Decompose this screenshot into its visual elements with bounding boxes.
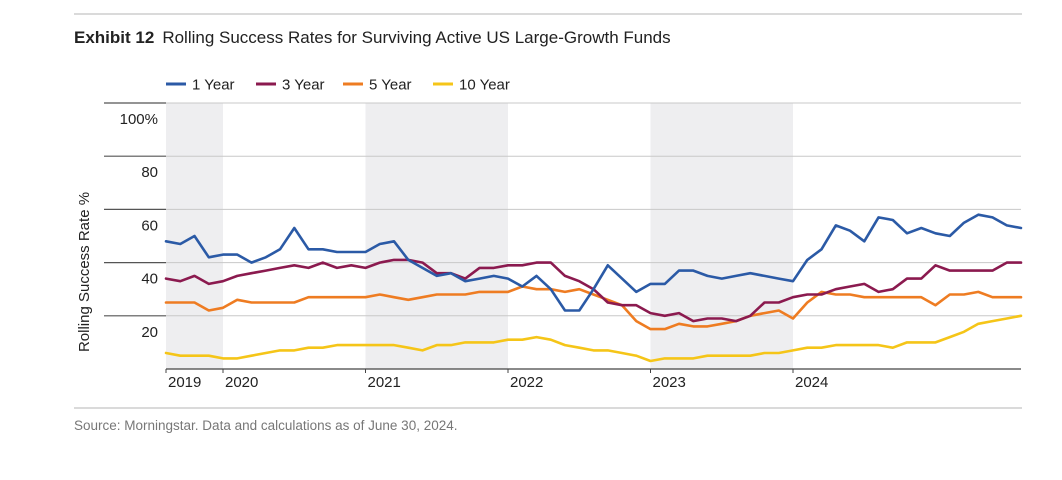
y-tick-label: 100% xyxy=(120,111,158,128)
exhibit-title: Exhibit 12 Rolling Success Rates for Surv… xyxy=(74,28,671,47)
series-line-10-year xyxy=(164,314,1023,363)
y-axis-label: Rolling Success Rate % xyxy=(76,192,93,352)
legend-label: 3 Year xyxy=(282,77,325,94)
x-tick-label: 2022 xyxy=(510,374,543,391)
shaded-periods xyxy=(166,103,793,369)
x-tick-labels: 2019 2020 2021 2022 2023 2024 xyxy=(165,369,828,391)
y-tick-label: 60 xyxy=(141,217,158,234)
exhibit-label: Exhibit 12 xyxy=(74,28,154,47)
legend-label: 1 Year xyxy=(192,77,235,94)
x-tick-label: 2020 xyxy=(225,374,258,391)
x-tick-label: 2021 xyxy=(368,374,401,391)
y-tick-label: 20 xyxy=(141,324,158,341)
shaded-period-2 xyxy=(650,103,793,369)
exhibit-title-text: Rolling Success Rates for Surviving Acti… xyxy=(162,28,670,47)
x-tick-label: 2024 xyxy=(795,374,828,391)
y-tick-label: 40 xyxy=(141,271,158,288)
y-tick-label: 80 xyxy=(141,164,158,181)
legend: 1 Year 3 Year 5 Year 10 Year xyxy=(166,77,510,94)
y-tick-labels: 100% 80 60 40 20 xyxy=(120,111,158,341)
series-lines xyxy=(164,213,1023,363)
series-line-1-year xyxy=(164,213,1023,312)
series-line-5-year xyxy=(164,285,1023,331)
source-note: Source: Morningstar. Data and calculatio… xyxy=(74,418,457,433)
gridlines xyxy=(104,102,1021,370)
x-tick-label: 2023 xyxy=(653,374,686,391)
shaded-period-1 xyxy=(365,103,508,369)
x-tick-label: 2019 xyxy=(168,374,201,391)
legend-label: 10 Year xyxy=(459,77,510,94)
legend-label: 5 Year xyxy=(369,77,412,94)
